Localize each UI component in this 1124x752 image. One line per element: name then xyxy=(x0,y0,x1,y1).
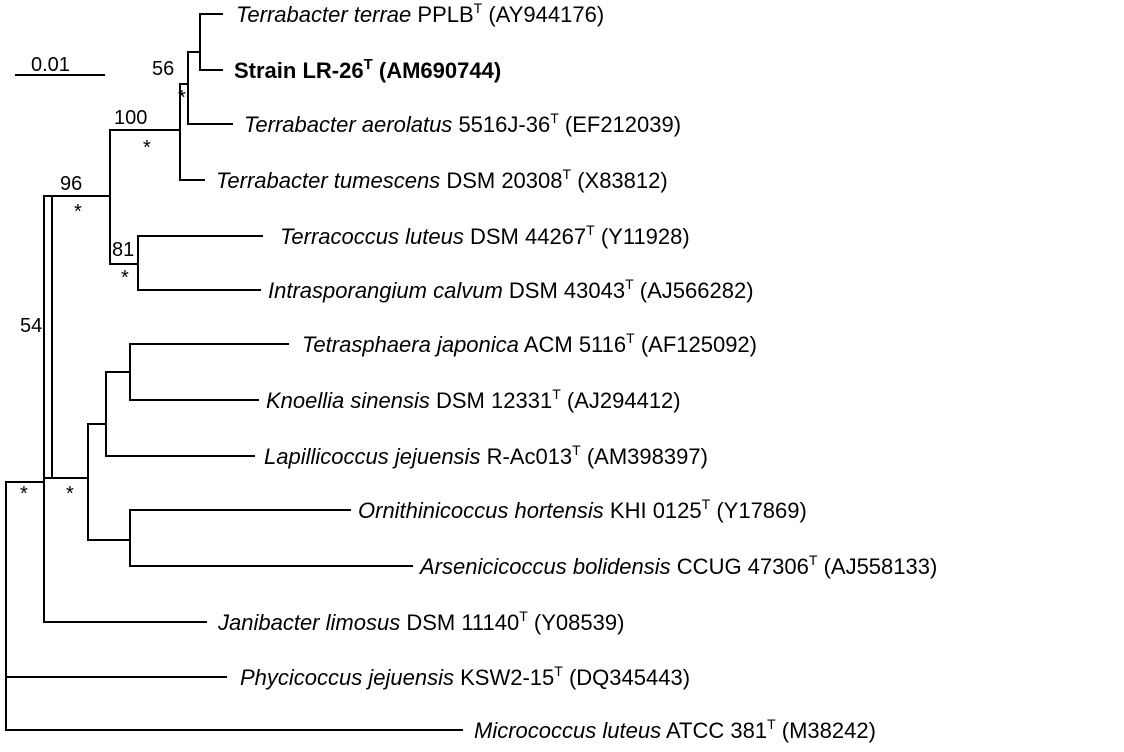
leaf-lapillicoccus-jejuensis: Lapillicoccus jejuensis R-Ac013T (AM3983… xyxy=(264,442,708,469)
leaf-ornithinicoccus-hortensis: Ornithinicoccus hortensis KHI 0125T (Y17… xyxy=(358,496,807,523)
leaf-terrabacter-terrae: Terrabacter terrae PPLBT (AY944176) xyxy=(236,0,604,27)
leaf-knoellia-sinensis: Knoellia sinensis DSM 12331T (AJ294412) xyxy=(266,386,681,413)
leaf-intrasporangium-calvum: Intrasporangium calvum DSM 43043T (AJ566… xyxy=(268,276,754,303)
leaf-phycicoccus-jejuensis: Phycicoccus jejuensis KSW2-15T (DQ345443… xyxy=(240,663,690,690)
bootstrap-56: 56 xyxy=(152,58,174,80)
leaf-arsenicicoccus-bolidensis: Arsenicicoccus bolidensis CCUG 47306T (A… xyxy=(418,552,937,579)
star-root: * xyxy=(20,483,28,505)
bootstrap-100: 100 xyxy=(114,107,147,129)
leaf-micrococcus-luteus: Micrococcus luteus ATCC 381T (M38242) xyxy=(474,716,876,743)
star-node100: * xyxy=(143,137,151,159)
bootstrap-81: 81 xyxy=(112,239,134,261)
bootstrap-96: 96 xyxy=(60,173,82,195)
star-node96: * xyxy=(74,201,82,223)
leaf-tetrasphaera-japonica: Tetrasphaera japonica ACM 5116T (AF12509… xyxy=(302,330,757,357)
leaf-terracoccus-luteus: Terracoccus luteus DSM 44267T (Y11928) xyxy=(280,222,690,249)
scale-bar-label: 0.01 xyxy=(31,54,70,76)
leaf-terrabacter-tumescens: Terrabacter tumescens DSM 20308T (X83812… xyxy=(216,166,668,193)
leaf-janibacter-limosus: Janibacter limosus DSM 11140T (Y08539) xyxy=(217,608,624,635)
leaf-strain-lr26: Strain LR-26T (AM690744) xyxy=(234,56,501,83)
leaf-terrabacter-aerolatus: Terrabacter aerolatus 5516J-36T (EF21203… xyxy=(244,110,681,137)
bootstrap-54: 54 xyxy=(20,315,42,337)
star-node188: * xyxy=(178,87,186,109)
star-node81: * xyxy=(121,267,129,289)
star-lower-clade: * xyxy=(66,483,74,505)
